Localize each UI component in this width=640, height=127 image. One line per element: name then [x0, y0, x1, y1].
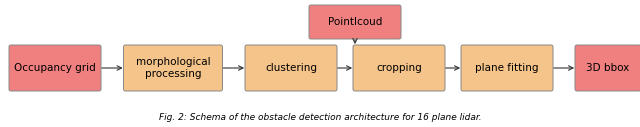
- Text: plane fitting: plane fitting: [476, 63, 539, 73]
- Text: morphological
processing: morphological processing: [136, 57, 211, 79]
- Text: Fig. 2: Schema of the obstacle detection architecture for 16 plane lidar.: Fig. 2: Schema of the obstacle detection…: [159, 114, 481, 123]
- Text: Occupancy grid: Occupancy grid: [14, 63, 96, 73]
- FancyBboxPatch shape: [353, 45, 445, 91]
- FancyBboxPatch shape: [309, 5, 401, 39]
- FancyBboxPatch shape: [9, 45, 101, 91]
- FancyBboxPatch shape: [245, 45, 337, 91]
- Text: cropping: cropping: [376, 63, 422, 73]
- FancyBboxPatch shape: [461, 45, 553, 91]
- FancyBboxPatch shape: [124, 45, 223, 91]
- Text: Pointlcoud: Pointlcoud: [328, 17, 382, 27]
- Text: clustering: clustering: [265, 63, 317, 73]
- FancyBboxPatch shape: [575, 45, 640, 91]
- Text: 3D bbox: 3D bbox: [586, 63, 630, 73]
